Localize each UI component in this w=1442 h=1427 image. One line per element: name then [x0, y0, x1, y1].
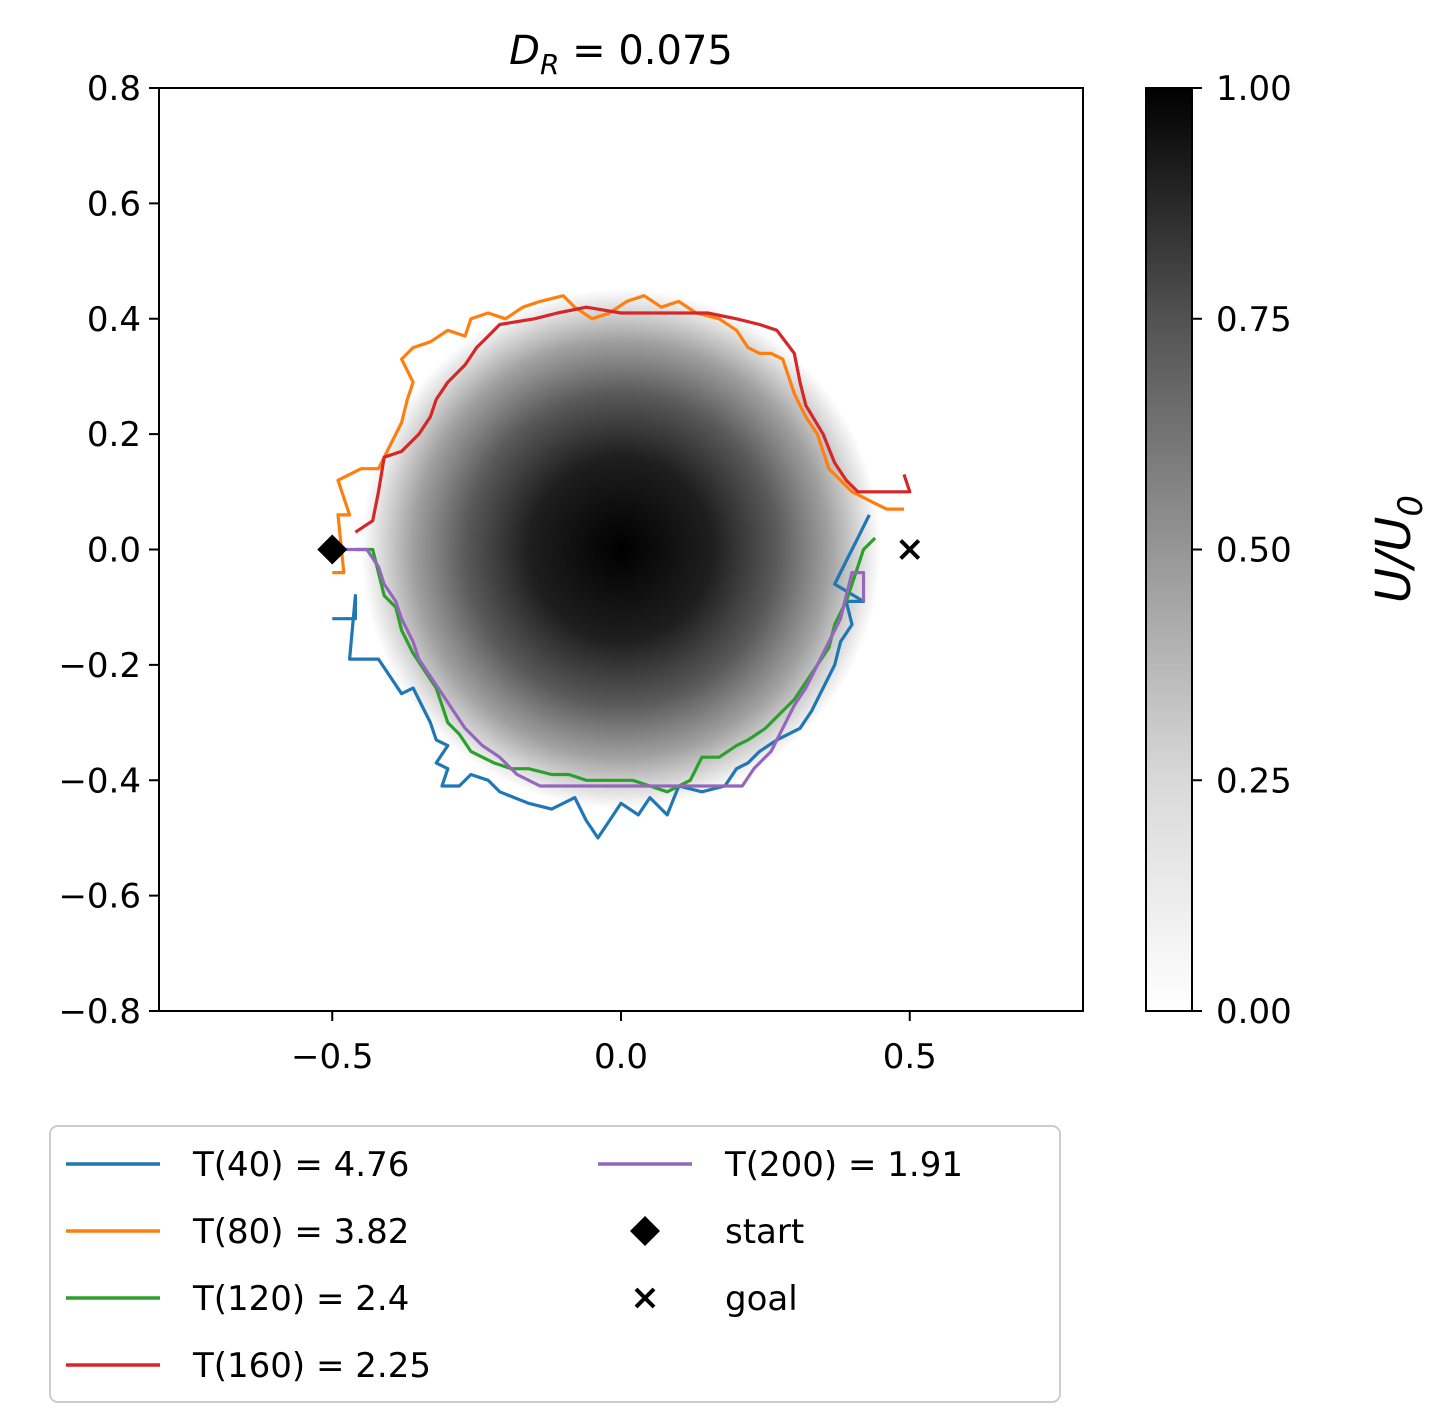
- x-axis: −0.5 0.0 0.5: [291, 1011, 937, 1077]
- colorbar-label-main: U/U: [1366, 517, 1422, 603]
- title-subscript: R: [540, 48, 559, 81]
- series-line-2: [332, 294, 904, 575]
- x-tick-label: 0.5: [883, 1037, 937, 1077]
- colorbar-tick-label: 0.25: [1216, 761, 1292, 801]
- legend-label: T(120) = 2.4: [192, 1279, 409, 1319]
- colorbar-tick-label: 0.50: [1216, 531, 1292, 571]
- y-tick-label: 0.8: [87, 69, 141, 109]
- plot-area: [317, 289, 921, 840]
- chart-title: DR = 0.075: [509, 28, 733, 81]
- y-axis: 0.8 0.6 0.4 0.2 0.0 −0.2 −0.4 −0.6 −0.8: [58, 69, 159, 1032]
- legend-label: start: [725, 1212, 804, 1252]
- colorbar: [1145, 87, 1193, 1012]
- series-line-1: [332, 514, 871, 840]
- colorbar-tick-label: 0.00: [1216, 992, 1292, 1032]
- colorbar-tick-label: 0.75: [1216, 300, 1292, 340]
- y-tick-label: −0.4: [58, 761, 141, 801]
- x-tick-label: −0.5: [291, 1037, 374, 1077]
- colorbar-tick-label: 1.00: [1216, 69, 1292, 109]
- legend-swatch-diamond: [630, 1216, 660, 1246]
- legend-swatch-x: [634, 1287, 656, 1309]
- colorbar-label: U/U0: [1366, 495, 1431, 603]
- colorbar-label-subscript: 0: [1391, 495, 1431, 517]
- y-tick-label: 0.2: [87, 415, 141, 455]
- y-tick-label: −0.8: [58, 992, 141, 1032]
- y-tick-label: 0.4: [87, 300, 141, 340]
- y-tick-label: 0.6: [87, 184, 141, 224]
- series-line-4: [354, 305, 912, 534]
- series-line-3: [355, 536, 877, 794]
- potential-heatmap: [361, 289, 881, 809]
- series-line-5: [343, 547, 866, 788]
- legend-box: [49, 1125, 1061, 1403]
- title-main: D: [509, 28, 540, 74]
- x-tick-label: 0.0: [594, 1037, 648, 1077]
- colorbar-axis: 1.00 0.75 0.50 0.25 0.00: [1192, 69, 1292, 1032]
- legend-label: T(80) = 3.82: [192, 1212, 409, 1252]
- title-rest: = 0.075: [559, 28, 732, 74]
- goal-marker: [899, 539, 921, 560]
- legend-label: goal: [725, 1279, 798, 1319]
- legend-label: T(200) = 1.91: [724, 1145, 963, 1185]
- legend-label: T(160) = 2.25: [192, 1346, 431, 1386]
- start-goal-markers: [317, 534, 921, 565]
- y-tick-label: −0.2: [58, 646, 141, 686]
- legend-label: T(40) = 4.76: [192, 1145, 409, 1185]
- legend: T(40) = 4.76 T(80) = 3.82 T(120) = 2.4 T(16…: [49, 1125, 1061, 1403]
- trajectory-lines: [332, 294, 912, 840]
- start-marker: [317, 534, 348, 565]
- y-tick-label: −0.6: [58, 877, 141, 917]
- y-tick-label: 0.0: [87, 531, 141, 571]
